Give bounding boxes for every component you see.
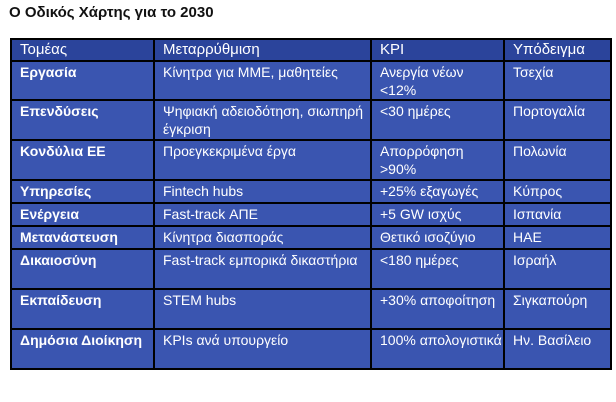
model-cell: Σιγκαπούρη [503, 288, 612, 330]
kpi-cell: Ανεργία νέων <12% [370, 60, 505, 101]
page-title: Ο Οδικός Χάρτης για το 2030 [9, 4, 214, 21]
model-cell: Τσεχία [503, 60, 612, 101]
sector-cell: Υπηρεσίες [10, 179, 155, 204]
model-cell: Πορτογαλία [503, 99, 612, 141]
header-model: Υπόδειγμα [503, 38, 612, 62]
sector-cell: Δικαιοσύνη [10, 248, 155, 290]
reform-cell: Προεγκεκριμένα έργα [153, 139, 372, 181]
table-row: Εκπαίδευση STEM hubs +30% αποφοίτηση Σιγ… [10, 288, 612, 330]
reform-cell: Fast-track ΑΠΕ [153, 202, 372, 227]
table-row: Μετανάστευση Κίνητρα διασποράς Θετικό ισ… [10, 225, 612, 250]
kpi-cell: Απορρόφηση >90% [370, 139, 505, 181]
kpi-cell: Θετικό ισοζύγιο [370, 225, 505, 250]
roadmap-table: Τομέας Μεταρρύθμιση KPI Υπόδειγμα Εργασί… [10, 38, 612, 370]
sector-cell: Ενέργεια [10, 202, 155, 227]
sector-cell: Εργασία [10, 60, 155, 101]
reform-cell: KPIs ανά υπουργείο [153, 328, 372, 370]
sector-cell: Δημόσια Διοίκηση [10, 328, 155, 370]
reform-cell: Fast-track εμπορικά δικαστήρια [153, 248, 372, 290]
kpi-cell: +25% εξαγωγές [370, 179, 505, 204]
model-cell: Κύπρος [503, 179, 612, 204]
sector-cell: Επενδύσεις [10, 99, 155, 141]
kpi-cell: <180 ημέρες [370, 248, 505, 290]
header-sector: Τομέας [10, 38, 155, 62]
model-cell: Πολωνία [503, 139, 612, 181]
kpi-cell: +5 GW ισχύς [370, 202, 505, 227]
model-cell: Ισραήλ [503, 248, 612, 290]
model-cell: ΗΑΕ [503, 225, 612, 250]
sector-cell: Κονδύλια ΕΕ [10, 139, 155, 181]
table-row: Δημόσια Διοίκηση KPIs ανά υπουργείο 100%… [10, 328, 612, 370]
reform-cell: Ψηφιακή αδειοδότηση, σιωπηρή έγκριση [153, 99, 372, 141]
kpi-cell: +30% αποφοίτηση [370, 288, 505, 330]
table-row: Επενδύσεις Ψηφιακή αδειοδότηση, σιωπηρή … [10, 99, 612, 141]
header-kpi: KPI [370, 38, 505, 62]
reform-cell: Fintech hubs [153, 179, 372, 204]
table-row: Δικαιοσύνη Fast-track εμπορικά δικαστήρι… [10, 248, 612, 290]
table-header-row: Τομέας Μεταρρύθμιση KPI Υπόδειγμα [10, 38, 612, 62]
sector-cell: Εκπαίδευση [10, 288, 155, 330]
table-row: Εργασία Κίνητρα για ΜΜΕ, μαθητείες Ανεργ… [10, 60, 612, 101]
kpi-cell: <30 ημέρες [370, 99, 505, 141]
header-reform: Μεταρρύθμιση [153, 38, 372, 62]
kpi-cell: 100% απολογιστικά [370, 328, 505, 370]
model-cell: Ισπανία [503, 202, 612, 227]
table-row: Κονδύλια ΕΕ Προεγκεκριμένα έργα Απορρόφη… [10, 139, 612, 181]
reform-cell: STEM hubs [153, 288, 372, 330]
reform-cell: Κίνητρα για ΜΜΕ, μαθητείες [153, 60, 372, 101]
model-cell: Ην. Βασίλειο [503, 328, 612, 370]
reform-cell: Κίνητρα διασποράς [153, 225, 372, 250]
table-row: Υπηρεσίες Fintech hubs +25% εξαγωγές Κύπ… [10, 179, 612, 204]
table-row: Ενέργεια Fast-track ΑΠΕ +5 GW ισχύς Ισπα… [10, 202, 612, 227]
sector-cell: Μετανάστευση [10, 225, 155, 250]
